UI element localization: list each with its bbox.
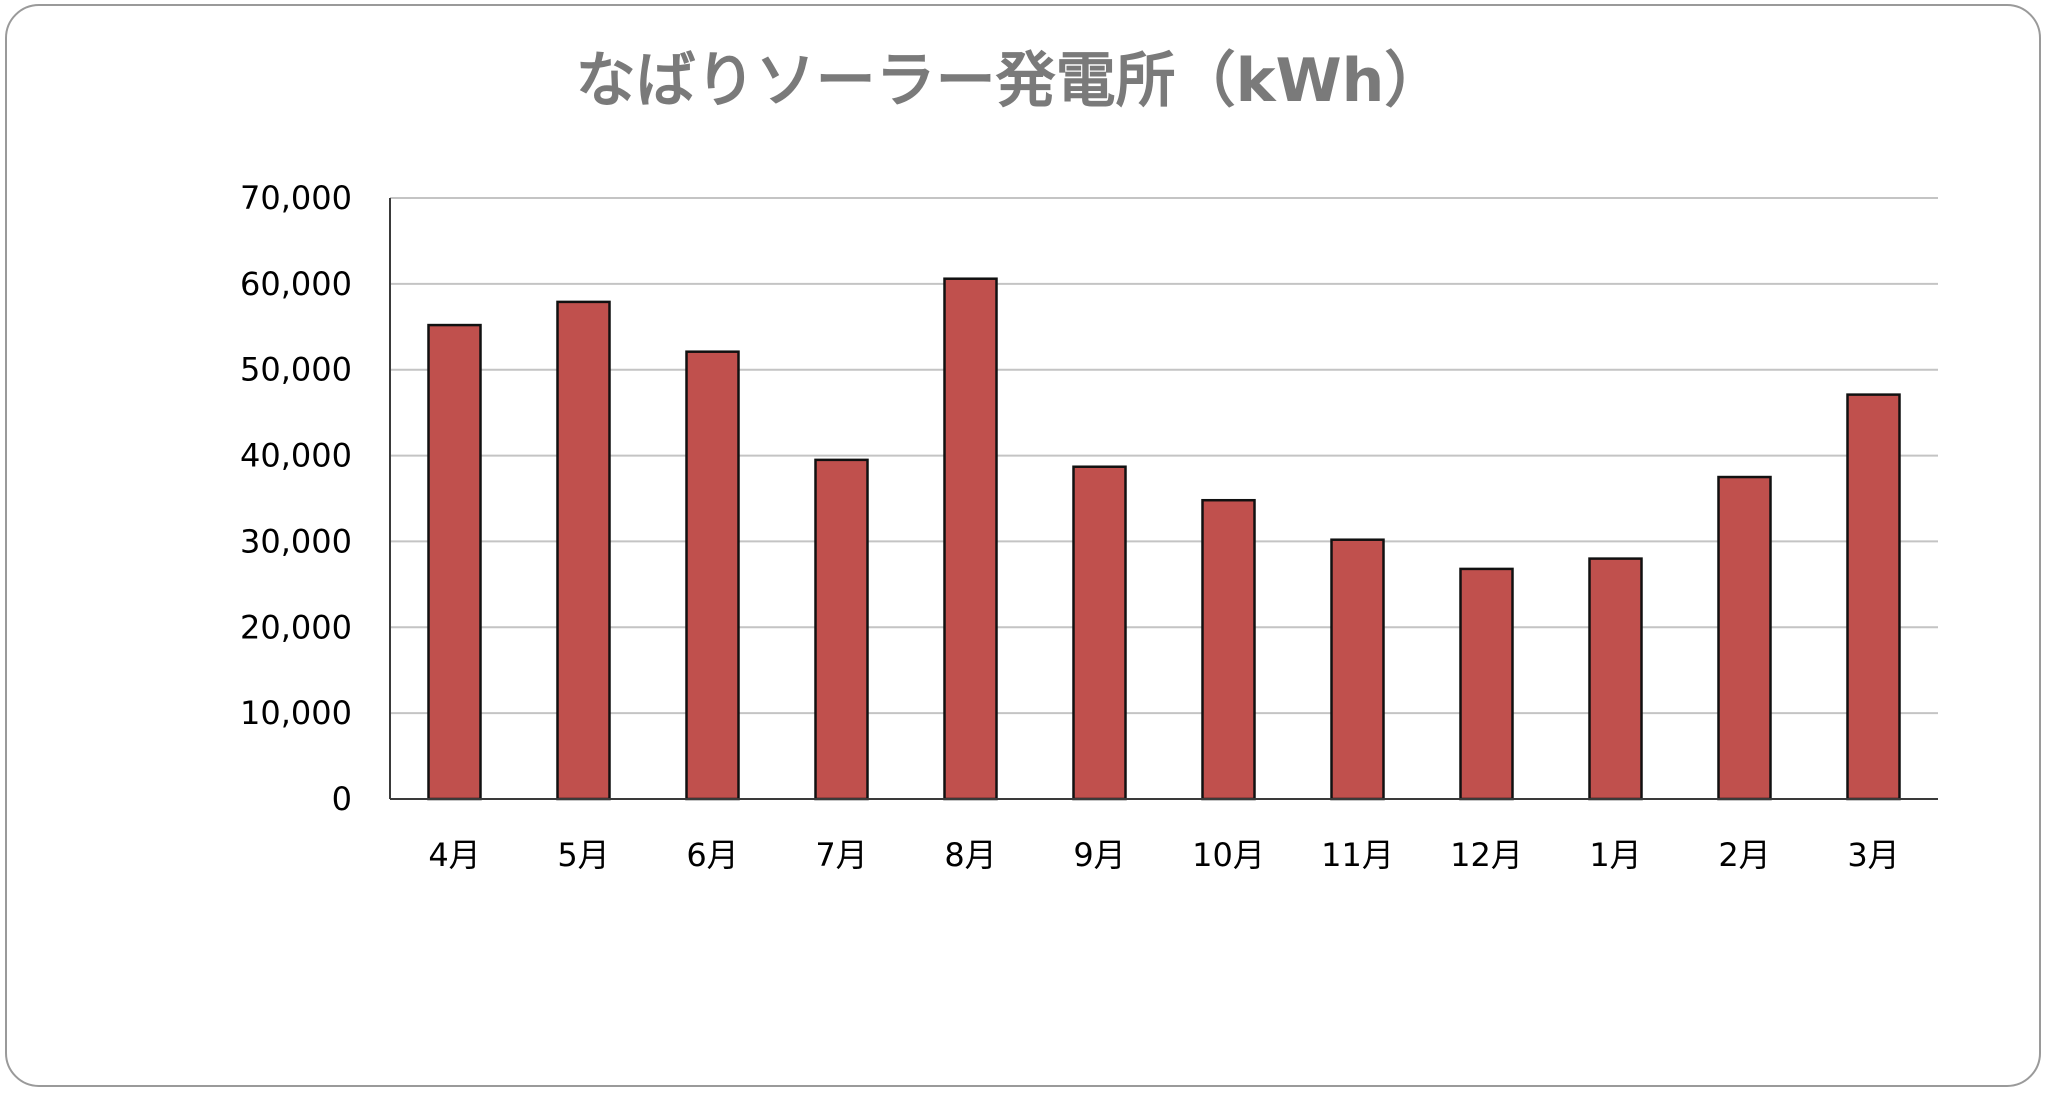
y-tick-label: 10,000 bbox=[240, 694, 352, 732]
bar-7 bbox=[1201, 498, 1256, 801]
x-tick-label: 3月 bbox=[1847, 836, 1899, 874]
x-tick-label: 10月 bbox=[1192, 836, 1265, 874]
y-tick-label: 60,000 bbox=[240, 265, 352, 303]
y-tick-label: 30,000 bbox=[240, 522, 352, 560]
y-tick-label: 20,000 bbox=[240, 608, 352, 646]
x-tick-label: 8月 bbox=[944, 836, 996, 874]
bar-2 bbox=[556, 300, 611, 801]
x-tick-label: 1月 bbox=[1589, 836, 1641, 874]
bar-1 bbox=[427, 323, 482, 801]
bar-11 bbox=[1717, 475, 1772, 801]
bar-10 bbox=[1588, 557, 1643, 801]
x-tick-label: 9月 bbox=[1073, 836, 1125, 874]
bar-5 bbox=[943, 277, 998, 801]
y-tick-label: 70,000 bbox=[240, 179, 352, 217]
bars bbox=[427, 277, 1901, 801]
chart-frame bbox=[5, 4, 2041, 1087]
axes bbox=[389, 198, 1938, 800]
y-axis-tick-labels: 0 10,000 20,000 30,000 40,000 50,000 60,000 70,… bbox=[240, 179, 352, 818]
bar-6 bbox=[1072, 465, 1127, 801]
x-tick-label: 4月 bbox=[428, 836, 480, 874]
bar-4 bbox=[814, 458, 869, 801]
x-tick-label: 2月 bbox=[1718, 836, 1770, 874]
chart-title: なばりソーラー発電所（kWh） bbox=[576, 46, 1445, 116]
y-tick-label: 40,000 bbox=[240, 437, 352, 475]
gridlines bbox=[390, 197, 1938, 715]
bar-9 bbox=[1459, 567, 1514, 801]
y-tick-label: 0 bbox=[332, 780, 352, 818]
bar-3 bbox=[685, 350, 740, 801]
x-tick-label: 5月 bbox=[557, 836, 609, 874]
x-axis-tick-labels: 4月 5月 6月 7月 8月 9月 10月 11月 12月 1月 2月 3月 bbox=[428, 836, 1899, 874]
x-tick-label: 7月 bbox=[815, 836, 867, 874]
y-tick-label: 50,000 bbox=[240, 351, 352, 389]
bar-12 bbox=[1846, 393, 1901, 801]
x-tick-label: 6月 bbox=[686, 836, 738, 874]
bar-8 bbox=[1330, 538, 1385, 801]
x-tick-label: 12月 bbox=[1450, 836, 1523, 874]
x-tick-label: 11月 bbox=[1321, 836, 1394, 874]
